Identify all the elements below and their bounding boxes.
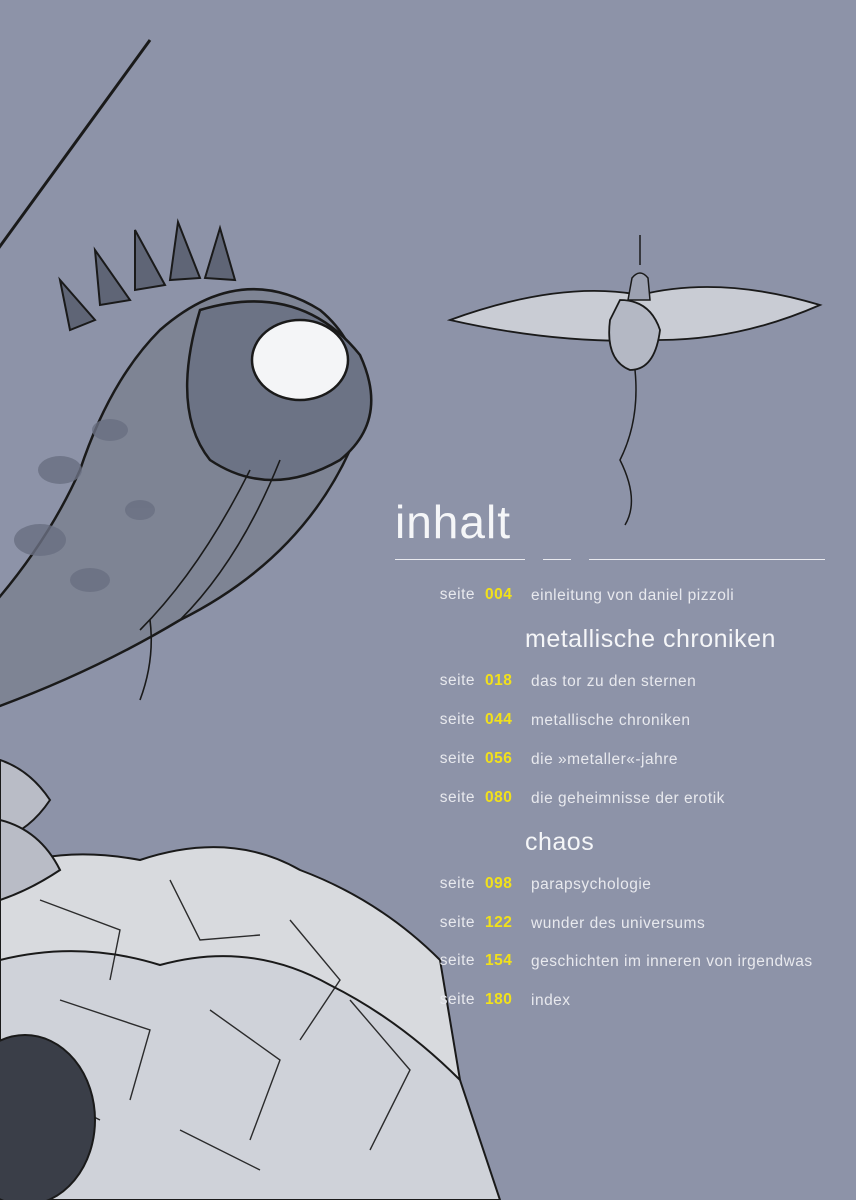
section-heading: chaos: [395, 828, 825, 857]
page-label: seite: [395, 586, 475, 604]
entry-title: das tor zu den sternen: [523, 672, 825, 693]
page-number: 044: [475, 711, 523, 729]
page-number: 056: [475, 750, 523, 768]
page-label: seite: [395, 991, 475, 1009]
toc-entry: seite 180 index: [395, 991, 825, 1012]
entry-title: geschichten im inneren von irgendwas: [523, 952, 825, 973]
page-number: 122: [475, 914, 523, 932]
section-heading: metallische chroniken: [395, 625, 825, 654]
creature-head: [0, 40, 371, 900]
page-number: 018: [475, 672, 523, 690]
toc-list: seite 004 einleitung von daniel pizzoli …: [395, 586, 825, 1012]
entry-title: metallische chroniken: [523, 711, 825, 732]
page-title: inhalt: [395, 495, 825, 549]
entry-title: die »metaller«-jahre: [523, 750, 825, 771]
entry-title: einleitung von daniel pizzoli: [523, 586, 825, 607]
page-number: 154: [475, 952, 523, 970]
page-label: seite: [395, 875, 475, 893]
title-rules: [395, 559, 825, 560]
page-label: seite: [395, 914, 475, 932]
toc-entry: seite 154 geschichten im inneren von irg…: [395, 952, 825, 973]
page-number: 180: [475, 991, 523, 1009]
page-label: seite: [395, 672, 475, 690]
entry-title: parapsychologie: [523, 875, 825, 896]
toc-entry: seite 056 die »metaller«-jahre: [395, 750, 825, 771]
entry-title: wunder des universums: [523, 914, 825, 935]
toc-entry: seite 018 das tor zu den sternen: [395, 672, 825, 693]
toc-entry: seite 044 metallische chroniken: [395, 711, 825, 732]
toc-entry: seite 004 einleitung von daniel pizzoli: [395, 586, 825, 607]
page-label: seite: [395, 750, 475, 768]
entry-title: die geheimnisse der erotik: [523, 789, 825, 810]
toc-panel: inhalt seite 004 einleitung von daniel p…: [395, 495, 825, 1030]
page-label: seite: [395, 952, 475, 970]
toc-entry: seite 098 parapsychologie: [395, 875, 825, 896]
entry-title: index: [523, 991, 825, 1012]
page-number: 080: [475, 789, 523, 807]
flying-creature: [450, 235, 820, 525]
toc-entry: seite 122 wunder des universums: [395, 914, 825, 935]
page-label: seite: [395, 711, 475, 729]
page-number: 098: [475, 875, 523, 893]
page-label: seite: [395, 789, 475, 807]
toc-entry: seite 080 die geheimnisse der erotik: [395, 789, 825, 810]
page-number: 004: [475, 586, 523, 604]
